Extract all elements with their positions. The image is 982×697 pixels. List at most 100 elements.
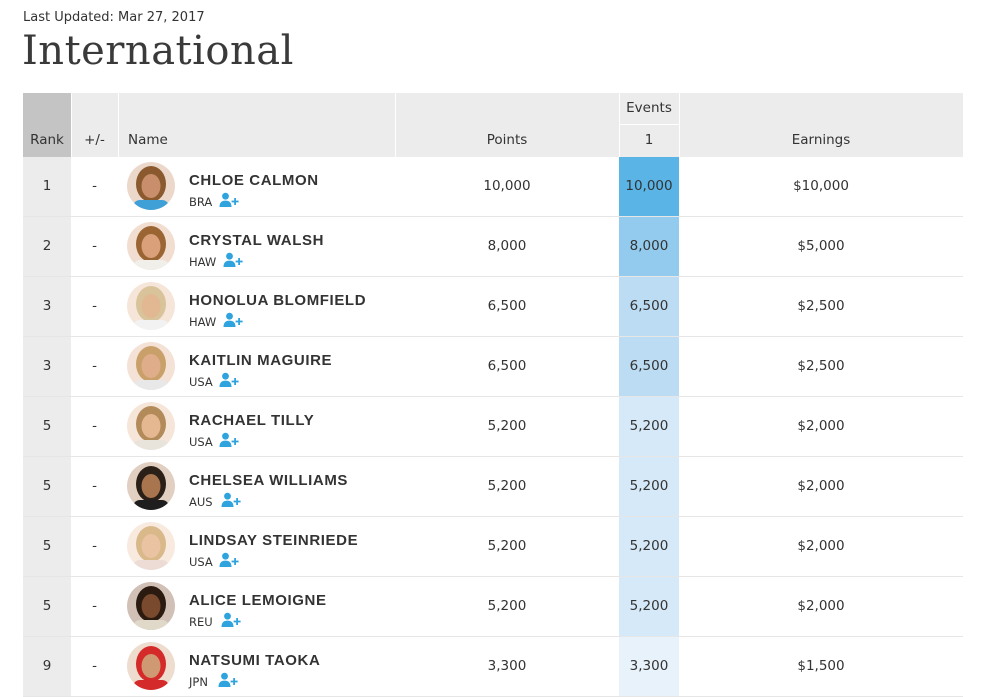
surfer-name[interactable]: CHELSEA WILLIAMS bbox=[189, 472, 349, 489]
add-user-icon[interactable] bbox=[219, 552, 239, 568]
add-user-icon[interactable] bbox=[223, 312, 243, 328]
points-header[interactable]: Points bbox=[486, 132, 528, 148]
table-row: 5 - RACHAEL TILLY USA 5,200 5,200 $2,000 bbox=[23, 397, 963, 457]
column-divider bbox=[71, 93, 72, 157]
surfer-avatar[interactable] bbox=[127, 222, 175, 270]
surfer-country: HAW bbox=[189, 255, 217, 269]
change-value: - bbox=[92, 298, 97, 314]
surfer-country: USA bbox=[189, 555, 213, 569]
name-header[interactable]: Name bbox=[128, 132, 168, 148]
rank-cell-bg bbox=[23, 277, 71, 336]
column-divider bbox=[118, 93, 119, 157]
surfer-name[interactable]: CRYSTAL WALSH bbox=[189, 232, 325, 249]
add-user-icon[interactable] bbox=[221, 492, 241, 508]
rank-value: 5 bbox=[42, 538, 52, 554]
change-value: - bbox=[92, 538, 97, 554]
add-user-icon[interactable] bbox=[219, 432, 239, 448]
column-divider bbox=[679, 93, 680, 157]
rank-value: 5 bbox=[42, 478, 52, 494]
add-user-icon[interactable] bbox=[221, 612, 241, 628]
table-row: 3 - KAITLIN MAGUIRE USA 6,500 6,500 $2,5… bbox=[23, 337, 963, 397]
surfer-avatar[interactable] bbox=[127, 402, 175, 450]
rank-value: 2 bbox=[42, 238, 52, 254]
rank-header-bg bbox=[23, 93, 71, 157]
earnings-header[interactable]: Earnings bbox=[791, 132, 851, 148]
event-1-value: 5,200 bbox=[619, 577, 679, 636]
points-value: 5,200 bbox=[487, 418, 527, 434]
rank-cell-bg bbox=[23, 337, 71, 396]
earnings-value: $2,500 bbox=[797, 358, 845, 374]
surfer-avatar[interactable] bbox=[127, 342, 175, 390]
event-1-header[interactable]: 1 bbox=[644, 132, 654, 148]
table-body: 1 - CHLOE CALMON BRA 10,000 10,000 $10,0… bbox=[23, 157, 963, 697]
points-value: 5,200 bbox=[487, 538, 527, 554]
surfer-country: BRA bbox=[189, 195, 213, 209]
change-value: - bbox=[92, 358, 97, 374]
rank-header[interactable]: Rank bbox=[30, 132, 64, 148]
table-row: 5 - CHELSEA WILLIAMS AUS 5,200 5,200 $2,… bbox=[23, 457, 963, 517]
rank-value: 5 bbox=[42, 418, 52, 434]
surfer-avatar[interactable] bbox=[127, 642, 175, 690]
add-user-icon[interactable] bbox=[223, 252, 243, 268]
surfer-country: REU bbox=[189, 615, 213, 629]
events-header: Events bbox=[626, 100, 672, 116]
surfer-avatar[interactable] bbox=[127, 582, 175, 630]
earnings-value: $2,000 bbox=[797, 418, 845, 434]
surfer-name[interactable]: CHLOE CALMON bbox=[189, 172, 319, 189]
surfer-name[interactable]: RACHAEL TILLY bbox=[189, 412, 315, 429]
table-row: 5 - ALICE LEMOIGNE REU 5,200 5,200 $2,00… bbox=[23, 577, 963, 637]
rank-cell-bg bbox=[23, 457, 71, 516]
earnings-value: $2,000 bbox=[797, 538, 845, 554]
rank-cell-bg bbox=[23, 217, 71, 276]
add-user-icon[interactable] bbox=[219, 192, 239, 208]
table-row: 3 - HONOLUA BLOMFIELD HAW 6,500 6,500 $2… bbox=[23, 277, 963, 337]
rank-cell-bg bbox=[23, 397, 71, 456]
surfer-country: JPN bbox=[189, 675, 208, 689]
column-divider bbox=[395, 93, 396, 157]
earnings-value: $1,500 bbox=[797, 658, 845, 674]
table-row: 2 - CRYSTAL WALSH HAW 8,000 8,000 $5,000 bbox=[23, 217, 963, 277]
surfer-country: HAW bbox=[189, 315, 217, 329]
last-updated: Last Updated: Mar 27, 2017 bbox=[23, 10, 205, 25]
add-user-icon[interactable] bbox=[218, 672, 238, 688]
points-value: 6,500 bbox=[487, 298, 527, 314]
event-1-value: 10,000 bbox=[619, 157, 679, 216]
table-header: Rank +/- Name Points Events 1 Earnings bbox=[23, 93, 963, 157]
change-value: - bbox=[92, 418, 97, 434]
points-value: 5,200 bbox=[487, 598, 527, 614]
earnings-value: $5,000 bbox=[797, 238, 845, 254]
rank-cell-bg bbox=[23, 517, 71, 576]
rank-cell-bg bbox=[23, 637, 71, 696]
event-1-value: 6,500 bbox=[619, 277, 679, 336]
rank-cell-bg bbox=[23, 577, 71, 636]
surfer-name[interactable]: NATSUMI TAOKA bbox=[189, 652, 321, 669]
events-group-header bbox=[619, 93, 679, 125]
change-header[interactable]: +/- bbox=[84, 132, 105, 148]
rank-value: 9 bbox=[42, 658, 52, 674]
change-value: - bbox=[92, 178, 97, 194]
surfer-name[interactable]: KAITLIN MAGUIRE bbox=[189, 352, 333, 369]
surfer-name[interactable]: ALICE LEMOIGNE bbox=[189, 592, 327, 609]
earnings-value: $2,500 bbox=[797, 298, 845, 314]
surfer-avatar[interactable] bbox=[127, 282, 175, 330]
event-1-value: 3,300 bbox=[619, 637, 679, 696]
change-value: - bbox=[92, 478, 97, 494]
change-value: - bbox=[92, 238, 97, 254]
add-user-icon[interactable] bbox=[219, 372, 239, 388]
surfer-avatar[interactable] bbox=[127, 162, 175, 210]
points-value: 10,000 bbox=[483, 178, 531, 194]
surfer-avatar[interactable] bbox=[127, 462, 175, 510]
surfer-avatar[interactable] bbox=[127, 522, 175, 570]
rank-value: 3 bbox=[42, 298, 52, 314]
event-1-value: 5,200 bbox=[619, 517, 679, 576]
rank-value: 1 bbox=[42, 178, 52, 194]
surfer-country: USA bbox=[189, 435, 213, 449]
surfer-country: USA bbox=[189, 375, 213, 389]
surfer-name[interactable]: LINDSAY STEINRIEDE bbox=[189, 532, 359, 549]
earnings-value: $10,000 bbox=[793, 178, 849, 194]
rank-value: 5 bbox=[42, 598, 52, 614]
table-row: 1 - CHLOE CALMON BRA 10,000 10,000 $10,0… bbox=[23, 157, 963, 217]
rank-cell-bg bbox=[23, 157, 71, 216]
change-value: - bbox=[92, 658, 97, 674]
surfer-name[interactable]: HONOLUA BLOMFIELD bbox=[189, 292, 367, 309]
